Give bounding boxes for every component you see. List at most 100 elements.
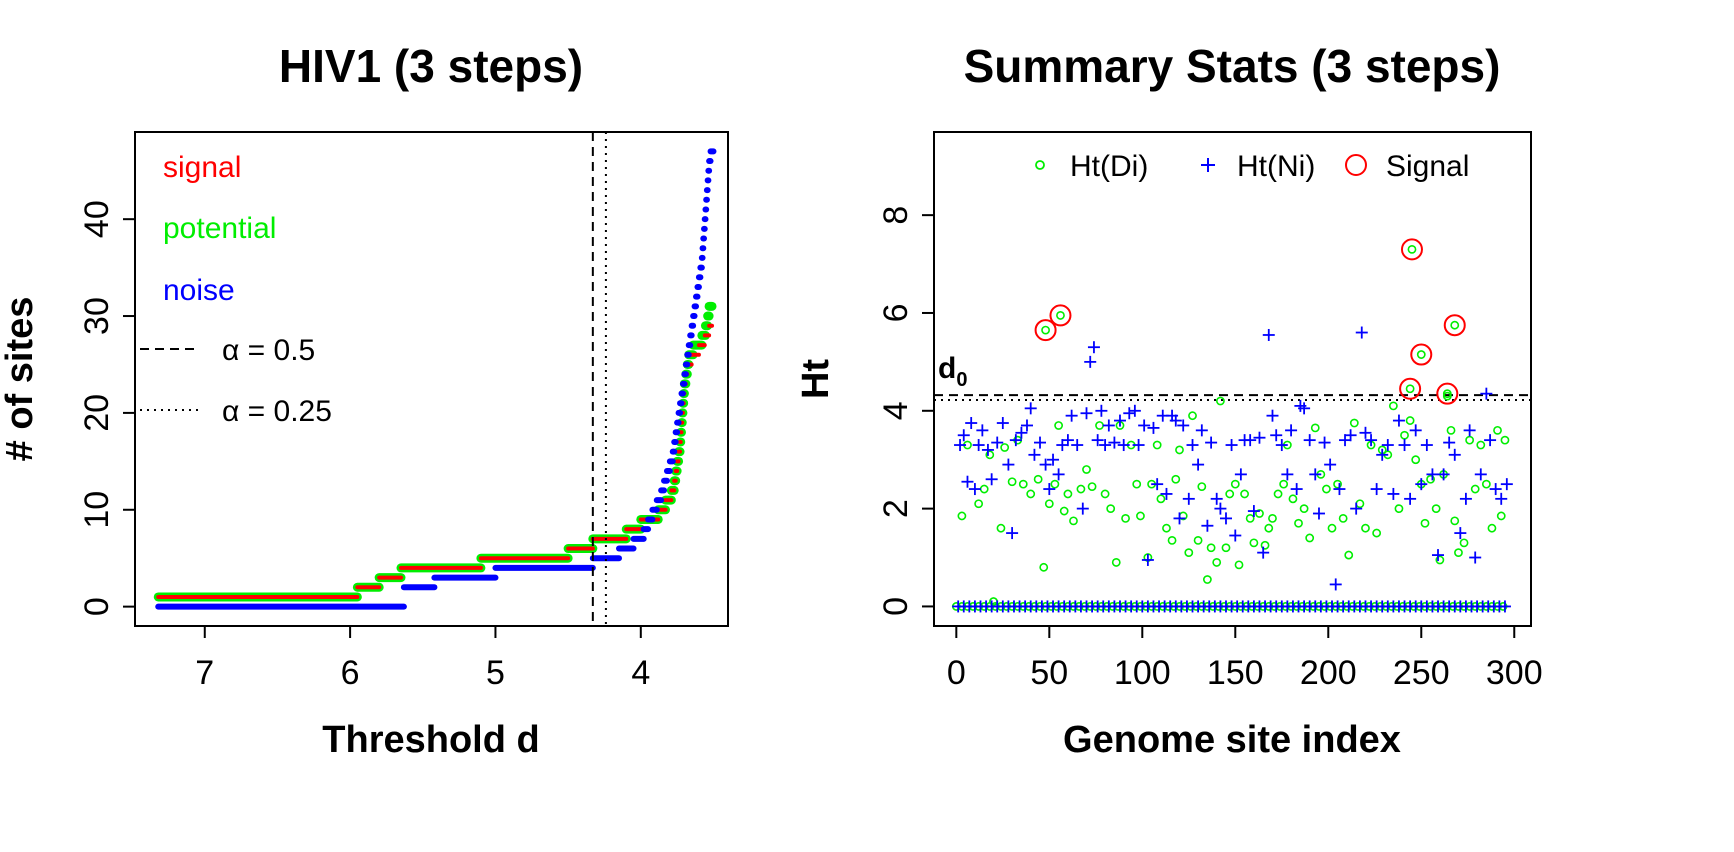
htni-point [1102, 419, 1115, 432]
htni-point [1015, 426, 1028, 439]
htdi-point [1082, 465, 1091, 474]
signal-inner-point [1056, 311, 1065, 320]
htni-point [1365, 434, 1378, 447]
htdi-point [1018, 479, 1028, 489]
htdi-point [1476, 440, 1486, 450]
htdi-point [1234, 560, 1244, 570]
signal-inner-point [1442, 389, 1452, 399]
signal-inner-point [1450, 320, 1460, 330]
htdi-point [1212, 558, 1222, 567]
htdi-point [1054, 421, 1064, 430]
htdi-point [1264, 523, 1274, 533]
htni-point [1113, 414, 1126, 427]
right-x-axis-title: Genome site index [1063, 719, 1401, 761]
signal-point [1034, 319, 1057, 342]
htni-point [1009, 434, 1022, 447]
htni-point [981, 443, 994, 456]
htdi-point [1394, 504, 1404, 514]
htdi-point [1426, 474, 1435, 484]
right-x-axis: 0 50 100 150 200 250 300 [947, 626, 1543, 692]
htdi-point [1152, 440, 1162, 450]
left-y-tick-label: 20 [78, 394, 116, 432]
right-y-tick-label: 2 [877, 499, 915, 518]
htdi-point [1361, 523, 1370, 533]
htni-point [1201, 519, 1214, 532]
htni-point [1229, 529, 1242, 542]
htdi-point [1344, 550, 1354, 560]
htni-point [1219, 512, 1232, 525]
right-x-tick-label: 50 [1030, 654, 1068, 692]
htni-point [1006, 527, 1019, 540]
left-y-axis: 0 10 20 30 40 [78, 200, 135, 616]
htni-point [1177, 419, 1190, 432]
htdi-point [1333, 479, 1342, 489]
legend-noise-label: noise [163, 274, 235, 307]
htdi-point [1470, 484, 1480, 494]
htni-point [961, 475, 974, 488]
series-Signal [1034, 238, 1466, 405]
htni-point [1182, 492, 1195, 505]
htni-point [1071, 439, 1084, 452]
htni-point [1474, 468, 1487, 481]
left-x-tick-label: 5 [486, 654, 505, 692]
htdi-point [1260, 540, 1270, 550]
htdi-point [1322, 484, 1331, 494]
series-Ht(Ni) [952, 326, 1513, 613]
htni-point [1355, 326, 1368, 339]
htdi-point [1305, 533, 1315, 543]
htni-point [972, 439, 985, 452]
htni-point [1065, 409, 1078, 422]
htni-point [1270, 429, 1283, 442]
htni-point [1117, 439, 1130, 452]
htdi-point [1255, 509, 1264, 518]
left-chart-title: HIV1 (3 steps) [279, 40, 583, 92]
left-y-axis-title: # of sites [0, 297, 41, 462]
htdi-point [1167, 536, 1177, 545]
htdi-point [1059, 506, 1069, 516]
htni-point [1318, 436, 1331, 449]
htni-point [1350, 502, 1363, 515]
htdi-point [1327, 523, 1337, 533]
right-y-tick-label: 8 [877, 206, 915, 225]
htni-point [1195, 424, 1208, 437]
signal-inner-point [1416, 350, 1426, 359]
legend-alpha-05-value: = 0.5 [239, 334, 315, 367]
htni-point [1024, 402, 1037, 415]
htni-point [1039, 458, 1052, 471]
htni-point [1028, 448, 1041, 461]
htni-point [1247, 505, 1260, 518]
htdi-point [1420, 518, 1430, 528]
htdi-point [1225, 489, 1235, 499]
htdi-point [1216, 396, 1225, 406]
htdi-point [1069, 516, 1078, 526]
threshold-d0-subscript: 0 [956, 369, 967, 391]
left-x-tick-label: 4 [631, 654, 650, 692]
htdi-point [1450, 516, 1460, 526]
htni-point [1285, 424, 1298, 437]
htdi-point [1249, 538, 1259, 548]
left-plot-frame [134, 131, 729, 627]
htdi-point [1273, 489, 1283, 499]
htni-point [1141, 553, 1154, 566]
htni-point [1084, 355, 1097, 368]
htni-point [1076, 502, 1089, 515]
htni-point [1034, 436, 1047, 449]
htdi-point [1400, 430, 1409, 440]
htni-point [1489, 483, 1502, 496]
right-x-tick-label: 100 [1114, 654, 1171, 692]
htni-point [1312, 507, 1325, 520]
htdi-point [1162, 523, 1171, 533]
htni-point [1480, 387, 1493, 400]
htni-point [1333, 483, 1346, 496]
htdi-point [1156, 494, 1166, 504]
htdi-point [1202, 575, 1212, 584]
htdi-point [1026, 489, 1036, 499]
htni-point [1376, 448, 1389, 461]
htni-point [1469, 551, 1482, 564]
htni-point [965, 417, 978, 430]
htni-point [1443, 436, 1456, 449]
htni-point [976, 424, 989, 437]
htdi-point [1481, 479, 1491, 489]
htdi-point [1299, 504, 1309, 514]
